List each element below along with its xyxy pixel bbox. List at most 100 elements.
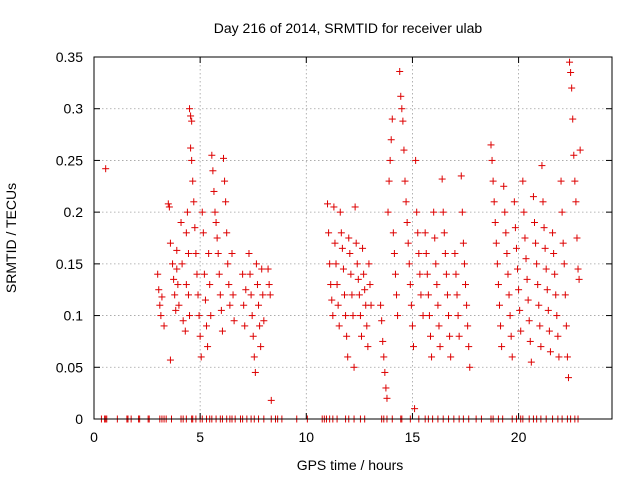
data-point [417,291,425,299]
data-point [205,250,213,258]
data-point [158,293,166,301]
data-point [242,286,250,294]
x-tick-label: 0 [90,429,98,445]
data-point [216,291,224,299]
data-point [201,296,209,304]
data-point [575,275,583,283]
y-tick-label: 0.25 [56,152,83,168]
data-point [566,58,574,66]
data-point [466,363,474,371]
data-point [329,312,337,320]
data-point [393,291,401,299]
data-point [489,177,497,185]
data-point [492,239,500,247]
data-point [560,260,568,268]
data-point [255,301,263,309]
data-point [188,156,196,164]
data-point [497,322,505,330]
data-point [359,244,367,252]
data-point [222,198,230,206]
data-point [559,239,567,247]
data-point [164,200,172,208]
data-point [184,291,192,299]
data-point [160,322,168,330]
data-point [516,306,524,314]
data-point [342,312,350,320]
data-point [193,270,201,278]
data-point [415,250,423,258]
data-point [445,312,453,320]
data-point [186,105,194,113]
data-point [224,260,232,268]
data-point [215,270,223,278]
data-point [493,260,501,268]
data-point [414,229,422,237]
data-point [500,182,508,190]
data-point [423,270,431,278]
data-point [454,312,462,320]
data-point [507,332,515,340]
data-point [155,286,163,294]
data-point [258,265,266,273]
data-point [154,270,162,278]
data-point [406,281,414,289]
data-point [446,332,454,340]
data-point [181,327,189,335]
data-point [357,332,365,340]
data-point [514,265,522,273]
data-point [464,322,472,330]
data-point [265,281,273,289]
data-point [335,322,343,330]
data-point [455,332,463,340]
data-point [189,177,197,185]
data-point [501,208,509,216]
data-point [451,250,459,258]
data-point [398,105,406,113]
y-tick-label: 0.05 [56,359,83,375]
data-point [174,281,182,289]
data-point [206,281,214,289]
data-point [524,296,532,304]
data-point [218,327,226,335]
data-point [390,250,398,258]
data-point [186,312,194,320]
data-point [394,312,402,320]
y-tick-label: 0.15 [56,256,83,272]
data-point [366,281,374,289]
data-point [519,177,527,185]
data-point [210,187,218,195]
data-point [422,250,430,258]
data-point [561,291,569,299]
plot-frame [93,56,613,420]
data-point [324,200,332,208]
data-point [436,343,444,351]
data-point [355,291,363,299]
data-point [246,270,254,278]
data-point [539,198,547,206]
tick-labels: 0 0.05 0.1 0.15 0.2 0.25 0.3 0.35 0 5 10 15 20 [56,49,527,445]
data-point [416,270,424,278]
y-tick-label: 0.2 [64,204,84,220]
data-point [541,244,549,252]
data-point [386,156,394,164]
data-point [531,218,539,226]
data-point [334,301,342,309]
data-point [182,229,190,237]
data-point [490,198,498,206]
data-point [529,193,537,201]
data-point [568,84,576,92]
data-point [564,374,572,382]
data-point [506,312,514,320]
data-point [267,396,275,404]
data-point [326,260,334,268]
data-point [434,301,442,309]
data-point [508,353,516,361]
data-point [569,115,577,123]
data-point [260,317,268,325]
data-point [453,291,461,299]
data-point [213,234,221,242]
data-point [170,275,178,283]
data-point [207,312,215,320]
